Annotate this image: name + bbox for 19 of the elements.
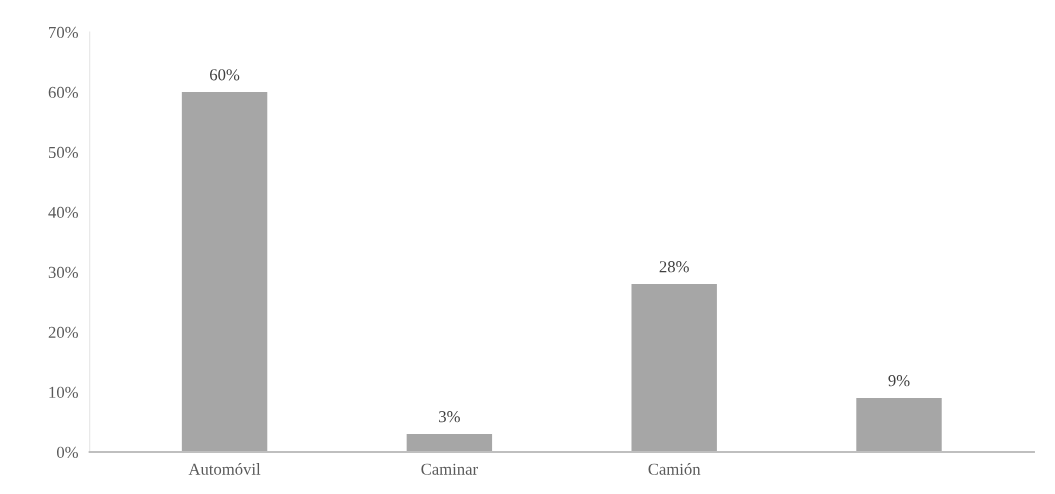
y-tick-label: 20% <box>48 326 78 339</box>
y-tick-label: 60% <box>48 86 78 99</box>
y-tick-label: 0% <box>56 446 78 459</box>
y-tick-label: 40% <box>48 206 78 219</box>
x-tick-label: Camión <box>648 463 701 475</box>
data-label: 3% <box>439 411 460 423</box>
bar <box>856 398 942 453</box>
y-tick-label: 30% <box>48 266 78 279</box>
x-tick-label: Automóvil <box>188 463 261 475</box>
bar <box>631 284 717 453</box>
bar <box>181 92 268 453</box>
data-label: 9% <box>888 375 910 387</box>
data-label: 60% <box>210 69 240 81</box>
y-tick-label: 10% <box>49 386 78 399</box>
y-tick-label: 50% <box>48 146 78 159</box>
data-label: 28% <box>659 261 689 273</box>
x-tick-label: Caminar <box>421 463 478 475</box>
y-tick-label: 70% <box>49 26 78 39</box>
bar <box>406 434 493 453</box>
